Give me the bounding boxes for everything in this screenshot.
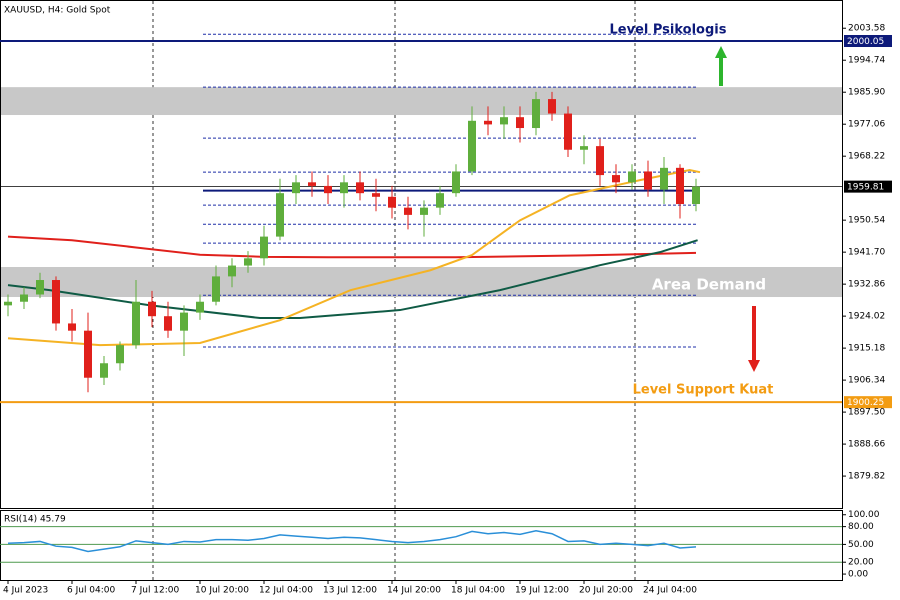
x-tick-label: 7 Jul 12:00	[131, 586, 180, 596]
moving-average	[7, 239, 698, 320]
y-tick-label: 1932.86	[848, 280, 885, 290]
y-tick-label: 1888.66	[848, 440, 885, 450]
candle-body	[4, 301, 12, 306]
main-frame	[0, 0, 843, 509]
candle-body	[148, 301, 156, 317]
y-tick-label: 1950.54	[848, 216, 885, 226]
y-tick-label: 2003.58	[848, 24, 885, 34]
candle-body	[292, 182, 300, 194]
candle-body	[212, 276, 220, 302]
price-tag-label: 1959.81	[847, 183, 884, 193]
y-tick-label: 1941.70	[848, 248, 885, 258]
candle-body	[132, 301, 140, 346]
candle-body	[372, 193, 380, 197]
candle-body	[116, 345, 124, 364]
y-tick-label: 1977.06	[848, 120, 885, 130]
candle-body	[228, 265, 236, 277]
candle-body	[500, 117, 508, 125]
candle-body	[532, 99, 540, 129]
rsi-title: RSI(14) 45.79	[4, 515, 66, 525]
y-tick-label: 100.00	[848, 510, 880, 520]
y-tick-label: 1906.34	[848, 376, 885, 386]
chart-title: XAUUSD, H4: Gold Spot	[4, 6, 111, 16]
y-tick-label: 20.00	[848, 558, 874, 568]
y-tick-label: 1968.22	[848, 152, 885, 162]
down-arrow	[748, 306, 760, 372]
candle-body	[100, 363, 108, 378]
y-tick-label: 0.00	[848, 570, 868, 580]
x-tick-label: 4 Jul 2023	[3, 586, 48, 596]
candle-body	[52, 280, 60, 324]
x-tick-label: 19 Jul 12:00	[515, 586, 569, 596]
y-tick-label: 1985.90	[848, 88, 885, 98]
candle-body	[196, 301, 204, 313]
price-tag	[844, 180, 892, 193]
rsi-frame	[0, 510, 843, 581]
candle-body	[612, 175, 620, 183]
candle-body	[20, 294, 28, 302]
candle-body	[68, 323, 76, 331]
candle-body	[388, 196, 396, 208]
y-tick-label: 80.00	[848, 522, 874, 532]
candle-body	[356, 182, 364, 194]
x-tick-label: 18 Jul 04:00	[451, 586, 505, 596]
y-tick-label: 1924.02	[848, 312, 885, 322]
moving-average	[7, 235, 697, 259]
x-tick-label: 14 Jul 20:00	[387, 586, 441, 596]
candle-body	[36, 280, 44, 295]
candle-body	[516, 117, 524, 129]
annotation: Level Support Kuat	[633, 383, 774, 398]
candle-body	[564, 113, 572, 150]
price-tag-label: 1900.25	[847, 398, 884, 408]
annotation: Area Demand	[652, 276, 766, 294]
candle-body	[260, 236, 268, 259]
x-tick-label: 20 Jul 20:00	[579, 586, 633, 596]
candle-body	[84, 330, 92, 378]
candle-body	[484, 120, 492, 125]
candle-body	[404, 207, 412, 215]
y-tick-label: 1915.18	[848, 344, 885, 354]
candle-body	[580, 146, 588, 150]
y-tick-label: 50.00	[848, 540, 874, 550]
candle-body	[676, 167, 684, 205]
candle-body	[660, 167, 668, 190]
candle-body	[628, 171, 636, 183]
annotation: Level Psikologis	[610, 23, 727, 38]
candle-body	[180, 312, 188, 331]
candle-body	[692, 186, 700, 205]
candle-body	[596, 146, 604, 176]
price-tag	[844, 35, 892, 48]
rsi-line	[7, 529, 697, 553]
candle-body	[308, 182, 316, 186]
plot-layer: 2000.05 1900.25 1959.81 4 Jul 2023 6 Jul 04:…	[0, 24, 892, 596]
up-arrow	[715, 46, 727, 86]
candle-body	[644, 171, 652, 190]
y-tick-label: 1879.82	[848, 472, 885, 482]
x-tick-label: 6 Jul 04:00	[67, 586, 116, 596]
x-tick-label: 24 Jul 04:00	[643, 586, 697, 596]
candle-body	[452, 171, 460, 194]
candle-body	[436, 193, 444, 208]
candle-body	[340, 182, 348, 194]
y-tick-label: 1897.50	[848, 408, 885, 418]
x-tick-label: 13 Jul 12:00	[323, 586, 377, 596]
candle-body	[468, 120, 476, 172]
candle-body	[276, 193, 284, 237]
zone	[1, 87, 842, 116]
candle-body	[548, 99, 556, 114]
candle-body	[324, 185, 332, 194]
x-tick-label: 12 Jul 04:00	[259, 586, 313, 596]
candle-body	[164, 316, 172, 331]
price-tag-label: 2000.05	[847, 37, 884, 47]
candle-body	[420, 207, 428, 215]
y-tick-label: 1994.74	[848, 56, 885, 66]
x-tick-label: 10 Jul 20:00	[195, 586, 249, 596]
price-tag	[844, 396, 892, 409]
candle-body	[244, 258, 252, 266]
